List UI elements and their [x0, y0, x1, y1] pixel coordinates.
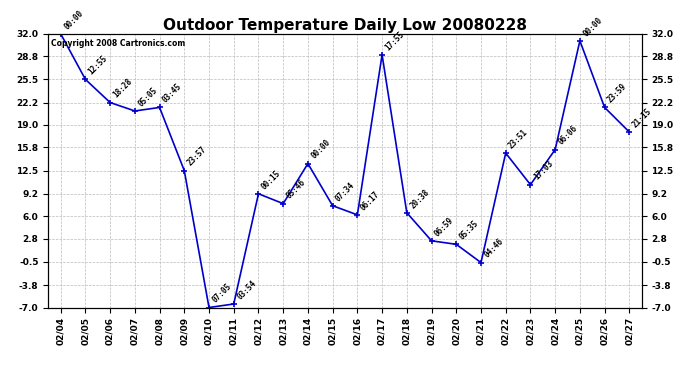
Text: 03:45: 03:45	[161, 82, 184, 105]
Text: 21:15: 21:15	[631, 106, 653, 129]
Text: 17:55: 17:55	[384, 29, 406, 52]
Text: 00:00: 00:00	[309, 138, 332, 161]
Text: 06:17: 06:17	[359, 189, 382, 212]
Text: 23:57: 23:57	[186, 145, 208, 168]
Text: 06:59: 06:59	[433, 215, 455, 238]
Text: 07:05: 07:05	[210, 282, 233, 305]
Text: 05:35: 05:35	[457, 219, 480, 242]
Text: 06:06: 06:06	[557, 124, 580, 147]
Text: 18:28: 18:28	[112, 77, 135, 100]
Text: Copyright 2008 Cartronics.com: Copyright 2008 Cartronics.com	[51, 39, 186, 48]
Text: 05:05: 05:05	[136, 86, 159, 108]
Text: 00:00: 00:00	[62, 8, 85, 31]
Text: 05:46: 05:46	[284, 178, 307, 201]
Title: Outdoor Temperature Daily Low 20080228: Outdoor Temperature Daily Low 20080228	[163, 18, 527, 33]
Text: 00:00: 00:00	[581, 15, 604, 38]
Text: 12:55: 12:55	[87, 54, 110, 76]
Text: 07:34: 07:34	[334, 180, 357, 203]
Text: 23:59: 23:59	[606, 82, 629, 105]
Text: 03:54: 03:54	[235, 279, 258, 301]
Text: 00:15: 00:15	[260, 168, 283, 191]
Text: 04:46: 04:46	[482, 237, 505, 260]
Text: 17:03: 17:03	[532, 159, 555, 182]
Text: 20:38: 20:38	[408, 187, 431, 210]
Text: 23:51: 23:51	[507, 128, 530, 150]
